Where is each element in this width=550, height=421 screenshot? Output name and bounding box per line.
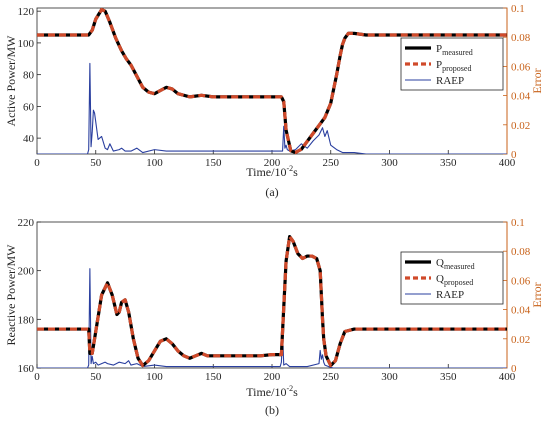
chart-b-x-tick-label: 0 [34,371,40,383]
chart-b-x-tick-label: 350 [440,371,457,383]
chart-a-x-tick-label: 350 [440,157,457,169]
chart-a-y-tick-label: 80 [23,70,35,82]
chart-b-y-ticks: 160 180 200 220 [18,217,41,375]
chart-a-y2-label: Error [530,68,544,93]
chart-b-x-tick-label: 250 [323,371,340,383]
chart-a-y-tick-label: 100 [18,38,35,50]
chart-b-x-tick-label: 200 [264,371,281,383]
chart-b-y-tick-label: 180 [18,314,35,326]
chart-b-x-tick-label: 100 [146,371,163,383]
chart-a-x-tick-label: 200 [264,157,281,169]
chart-b-y2-tick-label: 0.04 [511,305,531,317]
chart-b-y2-ticks: 0 0.02 0.04 0.06 0.08 0.1 [503,217,531,375]
chart-a-y2-tick-label: 0.02 [511,120,530,132]
chart-a-x-tick-label: 300 [381,157,398,169]
chart-a-y2-tick-label: 0.1 [511,3,525,15]
chart-a-legend: Pmeasured Pproposed RAEP [400,37,504,91]
chart-b-y2-tick-label: 0.06 [511,275,531,287]
chart-b-legend-label: RAEP [436,289,464,301]
chart-a-y2-tick-label: 0.08 [511,32,531,44]
chart-b-legend: Qmeasured Qproposed RAEP [400,251,504,305]
chart-b-series [37,235,507,368]
chart-a-series-proposed-line [37,8,507,154]
chart-b-x-label: Time/10-2s [246,384,298,399]
chart-b-x-tick-label: 150 [205,371,222,383]
chart-b-caption: (b) [265,403,279,417]
chart-a-y-tick-label: 60 [23,101,35,113]
chart-a-x-tick-label: 400 [499,157,516,169]
chart-b-x-tick-label: 50 [90,371,102,383]
chart-b-y-tick-label: 220 [18,217,35,229]
chart-b-y2-tick-label: 0 [511,363,517,375]
chart-a-legend-label: Pproposed [436,59,471,73]
chart-b-y-label: Reactive Power/MW [4,244,18,346]
chart-a-x-ticks: 0 50 100 150 200 250 300 350 400 [34,150,516,169]
chart-a-y2-tick-label: 0 [511,149,517,161]
chart-a-y2-tick-label: 0.04 [511,91,531,103]
chart-b-legend-label: Qmeasured [436,257,475,271]
chart-a-x-tick-label: 250 [323,157,340,169]
chart-b-y2-tick-label: 0.08 [511,246,531,258]
chart-a-y-tick-label: 120 [18,6,35,18]
chart-a-x-tick-label: 100 [146,157,163,169]
chart-b-x-tick-label: 300 [381,371,398,383]
chart-b-series-proposed-line [37,235,507,368]
chart-b-y-tick-label: 200 [18,266,35,278]
chart-b-y-tick-label: 160 [18,363,35,375]
chart-a-y2-tick-label: 0.06 [511,61,531,73]
chart-b-series-raep-line [37,268,507,368]
chart-a-x-tick-label: 50 [90,157,102,169]
chart-a-y2-ticks: 0 0.02 0.04 0.06 0.08 0.1 [503,3,531,161]
chart-a-caption: (a) [265,185,278,199]
chart-b-x-tick-label: 400 [499,371,516,383]
chart-a-y-ticks: 40 60 80 100 120 [18,6,41,145]
chart-a-x-tick-label: 0 [34,157,40,169]
chart-a-x-tick-label: 150 [205,157,222,169]
chart-a-x-label: Time/10-2s [246,164,298,179]
chart-a-legend-label: RAEP [436,75,464,87]
chart-b-y2-label: Error [530,282,544,307]
chart-a-y-label: Active Power/MW [4,35,18,127]
chart-a-y-tick-label: 40 [23,133,35,145]
chart-a-series-raep-line [37,62,507,154]
chart-a-legend-label: Pmeasured [436,43,473,57]
chart-b-y2-tick-label: 0.02 [511,334,530,346]
chart-b-legend-label: Qproposed [436,273,473,287]
chart-a-series [37,8,507,154]
chart-b-y2-tick-label: 0.1 [511,217,525,229]
